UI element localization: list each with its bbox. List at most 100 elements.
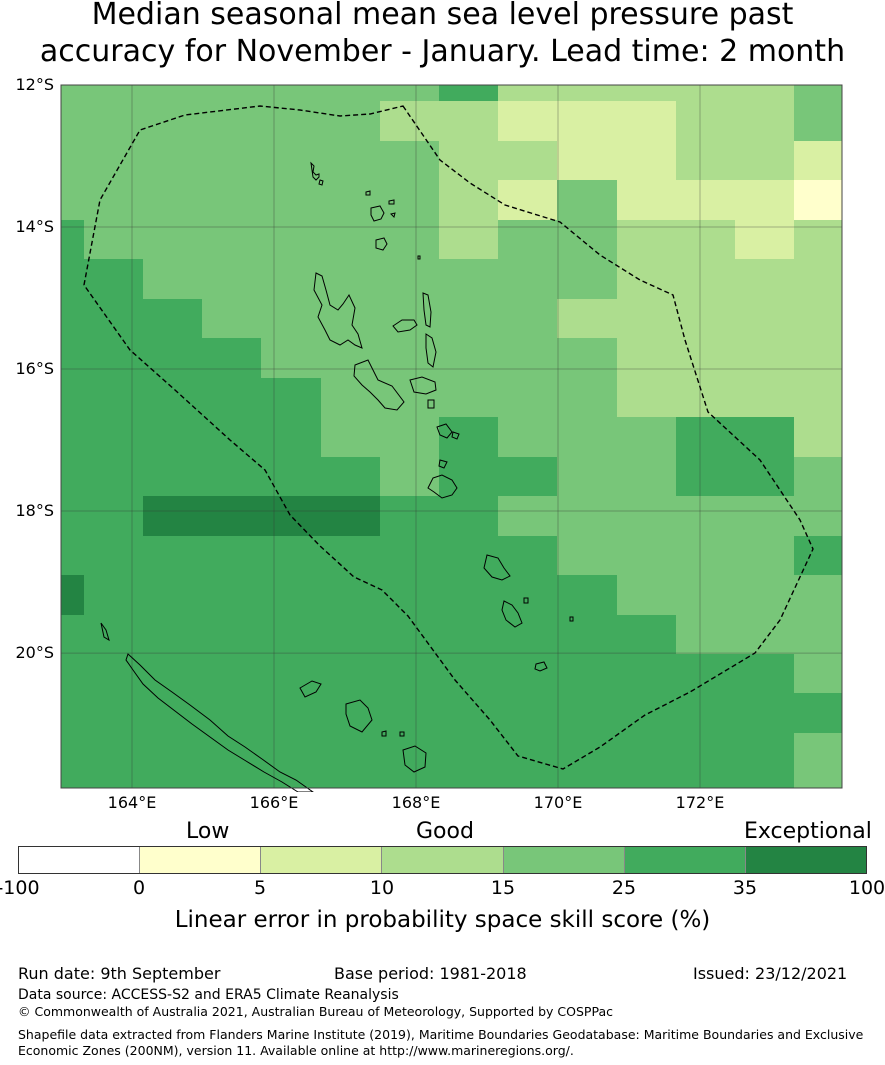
skill-cell bbox=[61, 180, 85, 221]
skill-cell bbox=[202, 141, 262, 181]
skill-cell bbox=[439, 496, 499, 537]
skill-cell bbox=[439, 654, 499, 694]
skill-cell bbox=[617, 338, 677, 379]
skill-cell bbox=[143, 496, 203, 537]
island-belep bbox=[100, 622, 110, 642]
skill-cell bbox=[143, 615, 203, 655]
skill-cell bbox=[439, 259, 499, 300]
skill-cell bbox=[321, 536, 381, 576]
skill-cell bbox=[321, 575, 381, 616]
skill-cell bbox=[617, 733, 677, 773]
skill-cell bbox=[84, 101, 144, 142]
skill-cell bbox=[794, 101, 843, 142]
skill-cell bbox=[676, 180, 736, 221]
skill-cell bbox=[380, 220, 440, 260]
island-ureparapara bbox=[318, 179, 324, 186]
skill-cell bbox=[380, 693, 440, 734]
skill-cell bbox=[261, 733, 322, 773]
skill-cell bbox=[261, 85, 322, 102]
map-frame bbox=[60, 84, 843, 789]
skill-cell bbox=[735, 496, 795, 537]
lon-label-164e: 164°E bbox=[107, 793, 157, 812]
skill-cell bbox=[676, 299, 736, 339]
skill-cell bbox=[794, 575, 843, 616]
skill-cell bbox=[380, 615, 440, 655]
skill-cell bbox=[321, 259, 381, 300]
skill-cell bbox=[380, 141, 440, 181]
island-efate bbox=[427, 474, 458, 499]
skill-cell bbox=[143, 85, 203, 102]
island-small-banks bbox=[390, 212, 396, 218]
skill-cell bbox=[498, 338, 558, 379]
island-grande-terre bbox=[125, 653, 314, 792]
colorbar-tick: 0 bbox=[132, 877, 146, 899]
skill-cell bbox=[735, 299, 795, 339]
skill-cell bbox=[84, 259, 144, 300]
skill-cell bbox=[143, 772, 203, 789]
skill-cell bbox=[617, 85, 677, 102]
skill-cell bbox=[84, 378, 144, 418]
colorbar-segment-5 bbox=[503, 847, 625, 873]
skill-cell bbox=[61, 417, 85, 458]
skill-cell bbox=[676, 496, 736, 537]
skill-cell bbox=[735, 536, 795, 576]
skill-cell bbox=[735, 733, 795, 773]
skill-cell bbox=[202, 496, 262, 537]
copyright: © Commonwealth of Australia 2021, Austra… bbox=[18, 1004, 613, 1019]
skill-cell bbox=[321, 338, 381, 379]
skill-cell bbox=[439, 141, 499, 181]
skill-cell bbox=[143, 259, 203, 300]
skill-cell bbox=[498, 654, 558, 694]
skill-cell bbox=[676, 338, 736, 379]
island-mota bbox=[365, 190, 371, 196]
skill-cell bbox=[617, 575, 677, 616]
skill-cell bbox=[380, 457, 440, 497]
skill-cell bbox=[617, 417, 677, 458]
skill-cell bbox=[617, 299, 677, 339]
skill-cell bbox=[261, 417, 322, 458]
skill-cell bbox=[676, 693, 736, 734]
skill-cell bbox=[735, 85, 795, 102]
skill-cell bbox=[439, 85, 499, 102]
skill-cell bbox=[84, 457, 144, 497]
skill-cell bbox=[617, 536, 677, 576]
run-date: Run date: 9th September bbox=[18, 964, 221, 983]
skill-cell bbox=[557, 693, 618, 734]
skill-cell bbox=[735, 615, 795, 655]
island-tanna bbox=[501, 600, 523, 628]
legend-category-good: Good bbox=[416, 819, 474, 844]
skill-cell bbox=[61, 259, 85, 300]
skill-cell bbox=[321, 733, 381, 773]
skill-cell bbox=[498, 575, 558, 616]
island-gaua bbox=[375, 237, 388, 251]
skill-cell bbox=[439, 180, 499, 221]
skill-cell bbox=[794, 536, 843, 576]
skill-cell bbox=[676, 654, 736, 694]
skill-cell bbox=[498, 378, 558, 418]
skill-cell bbox=[202, 378, 262, 418]
colorbar-tick: 5 bbox=[253, 877, 267, 899]
coastlines bbox=[100, 161, 574, 792]
skill-cell bbox=[84, 536, 144, 576]
skill-cell bbox=[202, 772, 262, 789]
skill-cell bbox=[676, 417, 736, 458]
skill-cell bbox=[321, 496, 381, 537]
skill-cell bbox=[557, 417, 618, 458]
skill-cell bbox=[676, 575, 736, 616]
skill-cell bbox=[84, 496, 144, 537]
skill-cell bbox=[143, 338, 203, 379]
skill-cell bbox=[498, 180, 558, 221]
skill-cell bbox=[794, 457, 843, 497]
skill-cell bbox=[84, 733, 144, 773]
skill-cell bbox=[84, 299, 144, 339]
chart-title-line-2: accuracy for November - January. Lead ti… bbox=[39, 34, 846, 69]
skill-cell bbox=[143, 575, 203, 616]
skill-cell bbox=[557, 220, 618, 260]
skill-cell bbox=[794, 259, 843, 300]
skill-cell bbox=[498, 259, 558, 300]
skill-cell bbox=[617, 457, 677, 497]
skill-cell bbox=[61, 220, 85, 260]
skill-cell bbox=[380, 101, 440, 142]
skill-cell bbox=[617, 496, 677, 537]
skill-cell bbox=[439, 575, 499, 616]
